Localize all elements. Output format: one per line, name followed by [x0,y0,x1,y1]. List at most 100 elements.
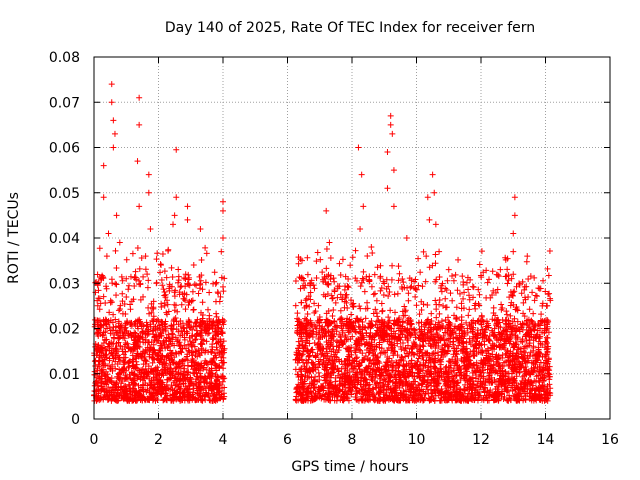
data-point [130,362,137,369]
data-point [217,293,224,300]
data-point [110,341,117,348]
data-point [105,362,112,369]
data-point [198,362,205,369]
data-point [220,365,227,372]
data-point [95,374,102,381]
data-point [103,393,110,400]
data-point [153,256,160,263]
data-point [99,366,106,373]
data-point [186,334,193,341]
data-point [115,307,122,314]
data-point [133,337,140,344]
data-point [183,328,190,335]
data-point [102,346,109,353]
data-point [175,328,182,335]
data-point [203,250,210,257]
data-point [362,352,369,359]
data-point [221,375,228,382]
data-point [175,371,182,378]
data-point [95,279,102,286]
data-point [164,344,171,351]
data-point [139,366,146,373]
data-point [182,374,189,381]
data-point [112,394,119,401]
data-point [177,342,184,349]
data-point [140,273,147,280]
data-point [96,352,103,359]
data-point [136,318,143,325]
data-point [206,312,213,319]
data-point [110,324,117,331]
data-point [185,368,192,375]
data-point [314,249,321,256]
data-point [117,374,124,381]
data-point [135,382,142,389]
data-point [107,377,114,384]
data-point [101,337,108,344]
data-point [158,332,165,339]
data-point [168,264,175,271]
data-point [175,336,182,343]
data-point [153,279,160,286]
data-point [181,274,188,281]
data-point [163,360,170,367]
data-point [219,345,226,352]
data-point [133,358,140,365]
data-point [149,305,156,312]
data-point [214,397,221,404]
data-point [193,331,200,338]
data-point [405,297,412,304]
data-point [166,357,173,364]
data-point [177,348,184,355]
data-point [114,329,121,336]
data-point [190,306,197,313]
data-point [190,389,197,396]
data-point [200,365,207,372]
data-point [116,354,123,361]
data-point [182,383,189,390]
data-point [112,280,119,287]
data-point [147,321,154,328]
data-point [170,359,177,366]
data-point [125,286,132,293]
data-point [202,385,209,392]
data-point [110,347,117,354]
data-point [147,389,154,396]
data-point [196,322,203,329]
data-point [162,327,169,334]
data-point [124,376,131,383]
data-point [134,365,141,372]
data-point [165,341,172,348]
data-point [198,332,205,339]
data-point [503,311,510,318]
data-point [162,318,169,325]
data-point [190,262,197,269]
data-point [159,387,166,394]
data-point [211,269,218,276]
data-point [199,317,206,324]
data-point [161,292,168,299]
data-point [144,331,151,338]
data-point [192,336,199,343]
data-point [106,357,113,364]
data-point [123,294,130,301]
data-point [103,285,110,292]
data-point [112,365,119,372]
data-point [464,329,471,336]
data-point [178,349,185,356]
data-point [149,359,156,366]
data-point [122,383,129,390]
data-point [138,355,145,362]
data-point [163,337,170,344]
data-point [175,279,182,286]
data-point [96,245,103,252]
data-point [163,309,170,316]
data-point [108,276,115,283]
data-point [148,300,155,307]
data-point [202,375,209,382]
data-point [189,326,196,333]
data-point [189,358,196,365]
data-point [209,397,216,404]
data-point [169,331,176,338]
data-point [210,336,217,343]
